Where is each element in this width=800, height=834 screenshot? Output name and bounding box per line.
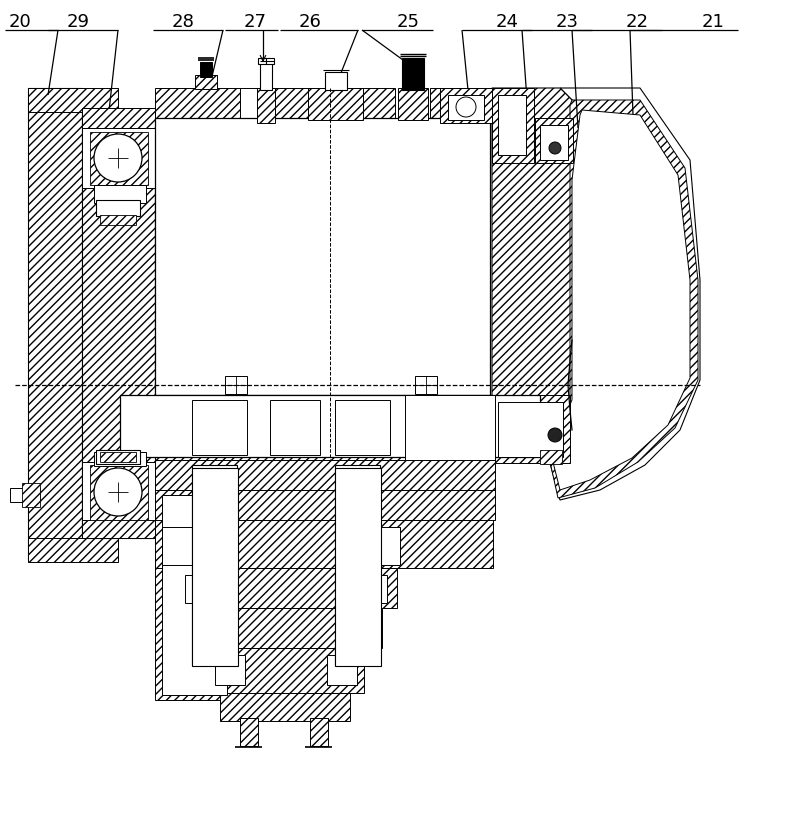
Bar [220, 693, 350, 721]
Bar [345, 575, 387, 603]
Bar [440, 88, 492, 123]
Text: 22: 22 [626, 13, 649, 31]
Polygon shape [28, 538, 118, 562]
Bar [10, 488, 40, 502]
Polygon shape [275, 88, 395, 120]
Bar [200, 615, 232, 640]
Bar [257, 88, 275, 123]
Bar [120, 395, 540, 457]
Text: 28: 28 [171, 13, 194, 31]
Bar [155, 490, 235, 700]
Bar [402, 58, 424, 90]
Bar [88, 130, 148, 182]
Bar [240, 718, 258, 746]
Polygon shape [492, 88, 572, 462]
Bar [195, 75, 217, 89]
Bar [415, 376, 437, 394]
Bar [335, 468, 381, 666]
Polygon shape [82, 462, 155, 522]
Bar [94, 452, 146, 466]
Bar [162, 527, 224, 565]
Polygon shape [82, 128, 155, 188]
Bar [325, 72, 347, 90]
Bar [270, 400, 320, 455]
Bar [492, 88, 534, 163]
Bar [335, 400, 390, 455]
Text: 26: 26 [298, 13, 322, 31]
Bar [340, 615, 372, 640]
Bar [498, 95, 526, 155]
Bar [175, 568, 397, 608]
Polygon shape [430, 88, 492, 120]
Bar [225, 376, 247, 394]
Bar [308, 88, 363, 120]
Bar [448, 95, 484, 120]
Polygon shape [545, 88, 700, 500]
Text: 29: 29 [66, 13, 90, 31]
Bar [155, 460, 495, 490]
Text: 23: 23 [555, 13, 578, 31]
Polygon shape [547, 100, 698, 498]
Bar [94, 185, 146, 203]
Bar [96, 450, 140, 464]
Circle shape [94, 468, 142, 516]
Bar [22, 483, 40, 507]
Bar [100, 215, 136, 225]
Bar [190, 608, 382, 648]
Polygon shape [155, 395, 492, 460]
Circle shape [456, 97, 476, 117]
Bar [208, 648, 364, 693]
Bar [185, 575, 227, 603]
Bar [200, 62, 212, 77]
Bar [338, 527, 400, 565]
Bar [96, 200, 140, 216]
Bar [335, 465, 380, 665]
Bar [498, 402, 563, 457]
Bar [260, 62, 272, 90]
Text: 27: 27 [243, 13, 266, 31]
Polygon shape [90, 132, 148, 185]
Text: 21: 21 [702, 13, 725, 31]
Bar [258, 58, 274, 64]
Polygon shape [82, 108, 155, 128]
Bar [88, 468, 148, 520]
Bar [540, 125, 568, 160]
Bar [155, 520, 493, 568]
Bar [405, 395, 495, 460]
Bar [310, 718, 328, 746]
Text: 24: 24 [495, 13, 518, 31]
Bar [398, 88, 428, 120]
Bar [100, 452, 136, 462]
Bar [535, 118, 573, 163]
Circle shape [94, 134, 142, 182]
Polygon shape [550, 110, 690, 490]
Bar [155, 490, 495, 520]
Bar [192, 400, 247, 455]
Bar [540, 450, 562, 464]
Bar [327, 655, 357, 685]
Polygon shape [82, 520, 155, 538]
Polygon shape [82, 112, 155, 538]
Text: 25: 25 [397, 13, 419, 31]
Polygon shape [155, 88, 240, 120]
Text: 20: 20 [9, 13, 31, 31]
Polygon shape [28, 88, 82, 560]
Polygon shape [90, 465, 148, 520]
Circle shape [548, 428, 562, 442]
Bar [155, 118, 490, 395]
Polygon shape [28, 88, 118, 112]
Bar [492, 395, 570, 463]
Circle shape [549, 142, 561, 154]
Bar [215, 655, 245, 685]
Bar [192, 465, 237, 665]
Bar [240, 88, 275, 120]
Bar [192, 468, 238, 666]
Bar [162, 495, 227, 695]
